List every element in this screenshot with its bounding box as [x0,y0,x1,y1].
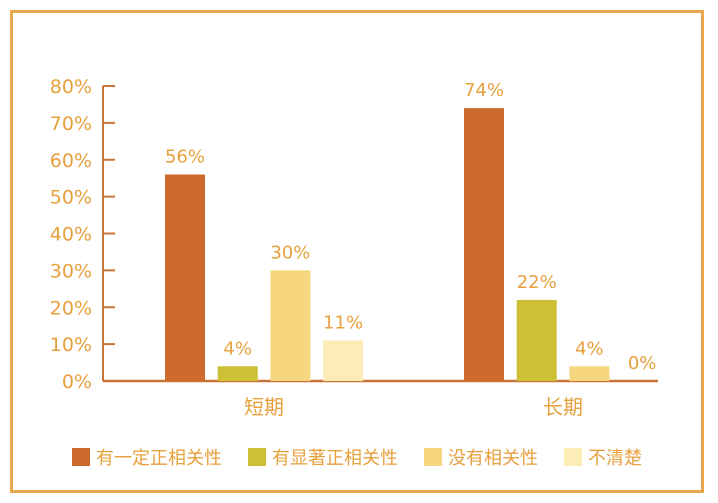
y-tick-label: 70% [50,113,92,135]
bar [323,340,364,381]
legend-label: 有一定正相关性 [96,448,222,469]
legend-swatch [72,448,90,466]
y-tick-label: 20% [50,297,92,319]
legend-swatch [564,448,582,466]
data-label: 30% [270,242,310,263]
bar [516,299,557,381]
legend-swatch [248,448,266,466]
category-label: 短期 [244,395,284,419]
y-tick-label: 30% [50,260,92,282]
data-label: 74% [464,80,504,101]
data-label: 4% [223,338,252,359]
bar [165,174,205,381]
bars [165,108,610,381]
category-labels: 短期 长期 [244,395,583,419]
legend-swatch [424,448,442,466]
y-tick-label: 0% [62,371,92,393]
chart-frame [10,10,704,493]
y-tick-label: 40% [50,224,92,246]
legend: 有一定正相关性 有显著正相关性 没有相关性 不清楚 [72,444,642,470]
data-label: 4% [575,338,604,359]
data-label: 56% [165,147,205,168]
data-labels: 56% 4% 30% 11% 74% 22% 4% 0% [165,80,656,374]
data-label: 22% [517,272,557,293]
data-label: 0% [628,353,657,374]
y-tick-label: 10% [50,334,92,356]
legend-item: 有一定正相关性 [72,444,222,470]
legend-item: 没有相关性 [424,444,538,470]
bar [217,366,258,381]
legend-label: 有显著正相关性 [272,448,398,469]
bar [270,270,311,381]
y-axis: 0% 10% 20% 30% 40% 50% 60% 70% 80% [50,76,115,393]
bar [464,108,504,381]
bar [569,366,610,381]
legend-label: 不清楚 [588,448,642,469]
y-tick-label: 50% [50,187,92,209]
legend-item: 有显著正相关性 [248,444,398,470]
legend-item: 不清楚 [564,444,642,470]
data-label: 11% [323,312,363,333]
category-label: 长期 [543,395,583,419]
y-tick-label: 60% [50,150,92,172]
legend-label: 没有相关性 [448,448,538,469]
y-tick-label: 80% [50,76,92,98]
